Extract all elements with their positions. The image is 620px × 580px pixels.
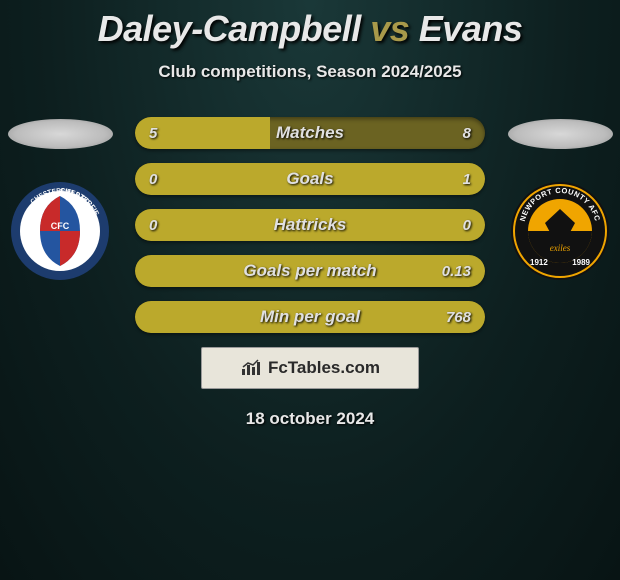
left-ellipse: [8, 119, 113, 149]
right-column: NEWPORT COUNTY AFC exiles 1912 1989: [500, 117, 620, 281]
content-area: CFC CHESTERFIELD CHESTERFIELD FC: [0, 117, 620, 429]
svg-text:CFC: CFC: [51, 221, 70, 231]
svg-text:exiles: exiles: [550, 243, 571, 253]
stat-bars: 58Matches 01Goals 00Hattricks 0.13Goals per…: [135, 117, 485, 333]
right-club-badge: NEWPORT COUNTY AFC exiles 1912 1989: [510, 181, 610, 281]
stat-row-goals-per-match: 0.13Goals per match: [135, 255, 485, 287]
stat-row-matches: 58Matches: [135, 117, 485, 149]
subtitle: Club competitions, Season 2024/2025: [0, 62, 620, 82]
player2-name: Evans: [419, 8, 523, 49]
watermark: FcTables.com: [201, 347, 419, 389]
comparison-title: Daley-Campbell vs Evans: [0, 0, 620, 50]
left-column: CFC CHESTERFIELD CHESTERFIELD FC: [0, 117, 120, 281]
stat-label: Goals: [135, 163, 485, 195]
left-club-badge: CFC CHESTERFIELD CHESTERFIELD FC: [10, 181, 110, 281]
date: 18 october 2024: [0, 409, 620, 429]
stat-row-hattricks: 00Hattricks: [135, 209, 485, 241]
watermark-text: FcTables.com: [268, 358, 380, 378]
vs-text: vs: [370, 8, 409, 49]
stat-label: Goals per match: [135, 255, 485, 287]
svg-text:1989: 1989: [572, 258, 590, 267]
newport-badge-icon: NEWPORT COUNTY AFC exiles 1912 1989: [510, 181, 610, 281]
stat-row-goals: 01Goals: [135, 163, 485, 195]
right-ellipse: [508, 119, 613, 149]
chart-icon: [240, 359, 262, 377]
stat-label: Min per goal: [135, 301, 485, 333]
player1-name: Daley-Campbell: [98, 8, 361, 49]
chesterfield-badge-icon: CFC CHESTERFIELD CHESTERFIELD FC: [10, 181, 110, 281]
svg-text:1912: 1912: [530, 258, 548, 267]
stat-label: Matches: [135, 117, 485, 149]
stat-label: Hattricks: [135, 209, 485, 241]
stat-row-min-per-goal: 768Min per goal: [135, 301, 485, 333]
